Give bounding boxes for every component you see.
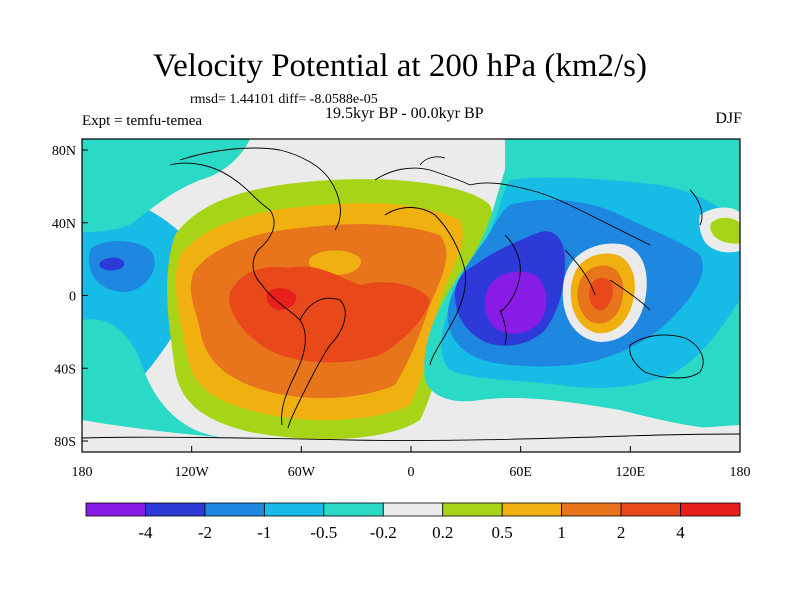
colorbar-label: -0.2 [370,523,397,542]
lat-axis: 80N 40N 0 40S 80S [52,144,88,450]
season-label: DJF [715,110,742,127]
fill-purple-core [485,271,547,334]
colorbar-swatch [85,502,146,517]
lon-tick-label: 120E [616,465,646,480]
lat-tick-label: 80S [54,435,76,450]
colorbar-label: -2 [198,523,212,542]
colorbar-label: -1 [257,523,271,542]
lat-tick-label: 0 [69,290,76,305]
colorbar-swatch [620,502,681,517]
colorbar-swatch [204,502,265,517]
colorbar-label: -4 [138,523,153,542]
colorbar-swatch [501,502,563,517]
lon-axis: 180 120W 60W 0 60E 120E 180 [72,446,751,480]
fill-red-mc [589,277,613,311]
lon-tick-label: 180 [730,465,751,480]
lat-tick-label: 80N [52,144,76,159]
coastlines [82,147,740,441]
lon-tick-label: 60W [288,465,316,480]
fill-darkred-core [266,288,297,310]
colorbar-label: 1 [557,523,566,542]
plot-title: Velocity Potential at 200 hPa (km2/s) [152,48,648,84]
fill-neutral-south [82,420,740,452]
period-label: 19.5kyr BP - 00.0kyr BP [325,105,484,122]
colorbar-label: 2 [617,523,626,542]
colorbar-swatch [323,502,384,517]
colorbar-swatch [145,502,206,517]
lon-tick-label: 0 [408,465,415,480]
colorbar-swatch [263,502,325,517]
colorbar-swatch [680,502,741,517]
lon-tick-label: 60E [509,465,532,480]
lat-tick-label: 40S [54,362,76,377]
fill-green-ne [710,217,740,244]
colorbar-label: 4 [676,523,685,542]
fill-deepblue-pacific [99,257,125,271]
fill-teal-west [82,139,250,232]
stats-label: rmsd= 1.44101 diff= -8.0588e-05 [190,92,378,107]
fill-yellow-patch [308,250,361,275]
contour-field [82,139,740,452]
colorbar-swatch [561,502,622,517]
colorbar-label: -0.5 [310,523,337,542]
experiment-label: Expt = temfu-temea [82,113,203,129]
colorbar-swatch [442,502,503,517]
fill-teal-west-south [82,319,440,452]
lon-tick-label: 120W [175,465,210,480]
colorbar: -4 -2 -1 -0.5 -0.2 0.2 0.5 1 2 4 [85,502,741,542]
colorbar-swatch [382,502,444,517]
colorbar-label: 0.2 [432,523,453,542]
lon-tick-label: 180 [72,465,93,480]
colorbar-label: 0.5 [492,523,513,542]
lat-tick-label: 40N [52,217,76,232]
